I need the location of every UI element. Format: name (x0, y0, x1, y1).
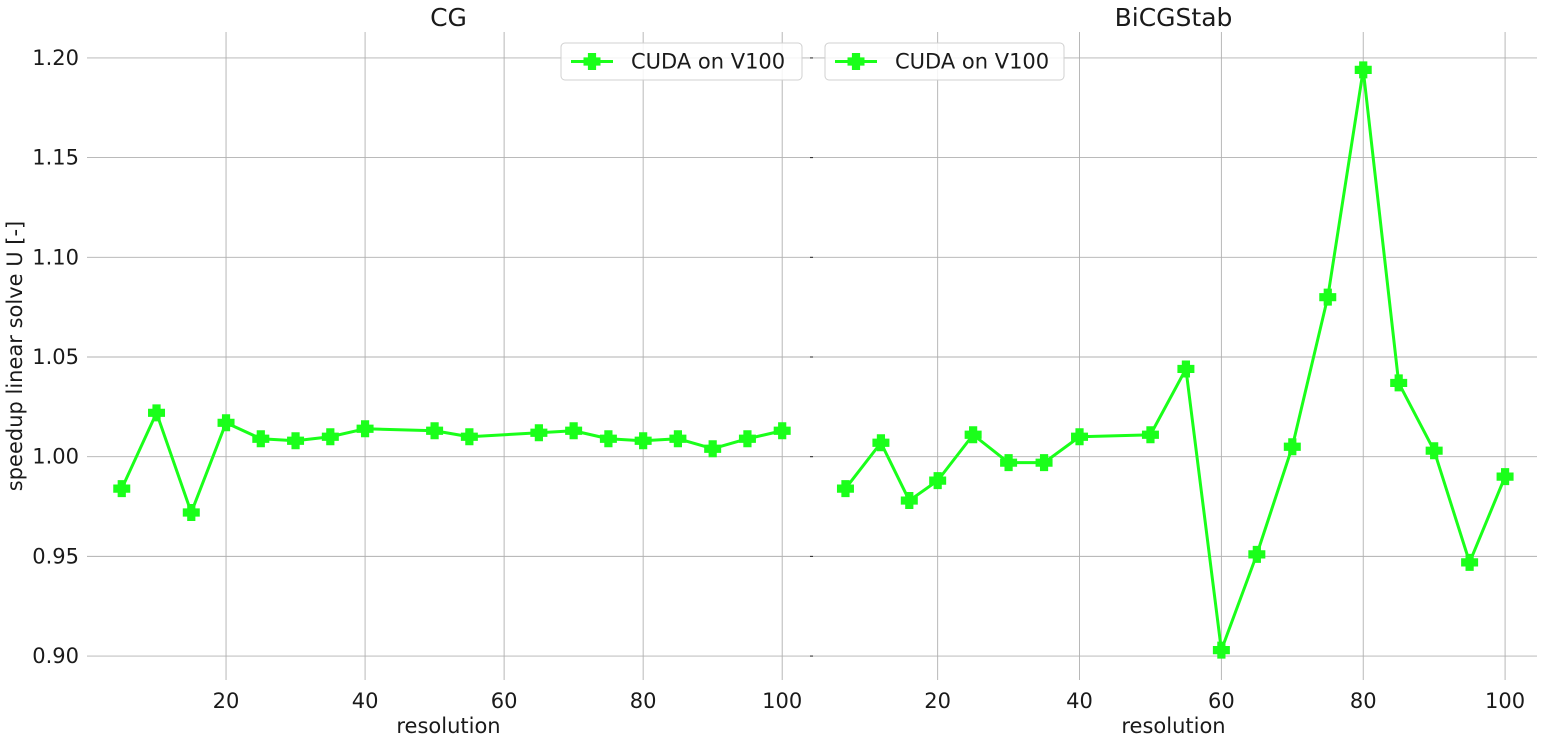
data-point (1496, 468, 1514, 486)
y-tick-label: 1.00 (32, 445, 79, 469)
x-tick-label: 60 (491, 689, 518, 713)
data-point (321, 428, 339, 446)
chart-title: BiCGStab (1115, 3, 1233, 32)
x-tick-label: 40 (352, 689, 379, 713)
legend-marker (847, 53, 865, 70)
data-point (1248, 545, 1266, 563)
data-point (1283, 438, 1301, 456)
data-point (669, 430, 687, 448)
series-line (120, 411, 783, 515)
x-tick-label: 60 (1208, 689, 1235, 713)
chart-panel-cg: 20 40 60 80 100 0.90 0.95 1.00 1.05 1.10 1.15 1.20 C… (32, 3, 810, 738)
data-point (836, 480, 854, 498)
y-axis-label: speedup linear solve U [-] (3, 221, 27, 492)
data-point (872, 434, 890, 452)
data-point (900, 492, 918, 510)
data-point (1212, 641, 1230, 659)
legend-label: CUDA on V100 (631, 50, 785, 74)
data-point (1035, 454, 1053, 472)
legend: CUDA on V100 (560, 42, 803, 81)
data-point (426, 422, 444, 440)
data-point (287, 432, 305, 450)
x-tick-label: 80 (630, 689, 657, 713)
data-point (182, 504, 200, 522)
data-point (773, 422, 791, 440)
x-axis-label: resolution (396, 714, 500, 738)
y-tick-label: 1.15 (32, 146, 79, 170)
data-point (460, 428, 478, 446)
chart-title: CG (430, 3, 467, 32)
data-point (1319, 288, 1337, 306)
data-point (929, 472, 947, 490)
data-point (1141, 426, 1159, 444)
data-point (599, 430, 617, 448)
legend-marker (583, 53, 601, 70)
y-tick-label: 1.10 (32, 245, 79, 269)
x-axis-label: resolution (1121, 714, 1225, 738)
legend-box (824, 42, 1065, 81)
chart-panel-bicgstab: 20 40 60 80 100 BiCGStab resolution CUDA on V10… (810, 3, 1537, 738)
y-tick-label: 1.20 (32, 46, 79, 70)
x-tick-label: 100 (1485, 689, 1525, 713)
data-point (1461, 553, 1479, 571)
y-tick-label: 1.05 (32, 345, 79, 369)
data-point (1177, 360, 1195, 378)
data-point (565, 422, 583, 440)
data-point (1390, 374, 1408, 392)
data-point (1000, 454, 1018, 472)
legend-box (560, 42, 803, 81)
legend-label: CUDA on V100 (895, 50, 1049, 74)
data-point (356, 420, 374, 438)
x-tick-label: 20 (213, 689, 240, 713)
data-point (1071, 428, 1089, 446)
data-point (1354, 61, 1372, 79)
data-point (1425, 442, 1443, 460)
data-point (252, 430, 270, 448)
data-point (738, 430, 756, 448)
data-point (704, 440, 722, 458)
x-tick-label: 20 (924, 689, 951, 713)
data-point (217, 414, 235, 432)
x-tick-label: 100 (762, 689, 802, 713)
data-point (530, 424, 548, 442)
data-point (964, 426, 982, 444)
y-tick-label: 0.95 (32, 544, 79, 568)
x-tick-label: 80 (1350, 689, 1377, 713)
y-tick-label: 0.90 (32, 644, 79, 668)
data-point (113, 480, 131, 498)
data-point (148, 404, 166, 422)
x-tick-label: 40 (1066, 689, 1093, 713)
data-point (634, 432, 652, 450)
legend: CUDA on V100 (824, 42, 1065, 81)
series-line (844, 68, 1507, 652)
